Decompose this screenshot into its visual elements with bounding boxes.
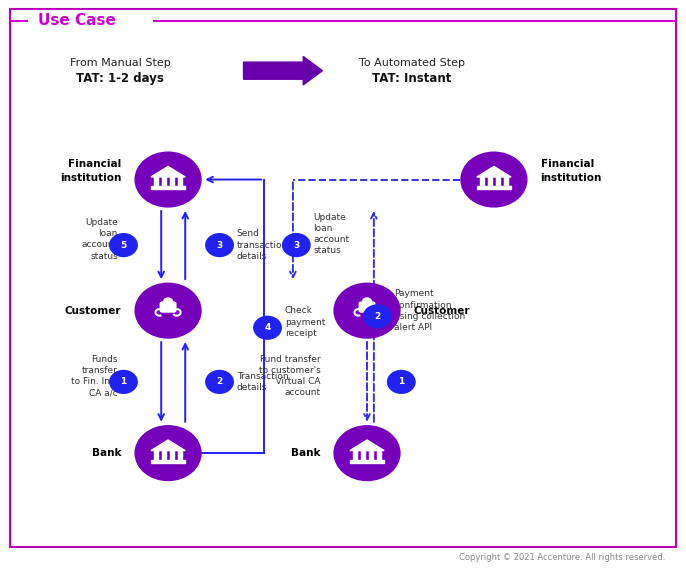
Bar bbox=[178, 177, 182, 186]
Bar bbox=[488, 177, 492, 186]
Text: Bank: Bank bbox=[92, 448, 121, 458]
FancyBboxPatch shape bbox=[359, 302, 375, 312]
Bar bbox=[377, 451, 381, 460]
Bar bbox=[162, 451, 166, 460]
Bar bbox=[480, 177, 484, 186]
Text: 4: 4 bbox=[264, 323, 271, 332]
Text: 1: 1 bbox=[398, 377, 405, 386]
FancyBboxPatch shape bbox=[10, 9, 676, 547]
Circle shape bbox=[135, 426, 201, 481]
Circle shape bbox=[163, 298, 173, 306]
Polygon shape bbox=[151, 440, 185, 451]
Text: Update
loan
account
status: Update loan account status bbox=[314, 213, 350, 255]
Bar bbox=[162, 177, 166, 186]
Circle shape bbox=[254, 316, 281, 339]
Polygon shape bbox=[477, 166, 511, 177]
Text: 5: 5 bbox=[120, 241, 127, 250]
Bar bbox=[154, 451, 158, 460]
Circle shape bbox=[206, 234, 233, 256]
Text: 3: 3 bbox=[216, 241, 223, 250]
Bar bbox=[477, 186, 511, 189]
Bar bbox=[170, 451, 174, 460]
Text: 2: 2 bbox=[374, 312, 381, 321]
Text: Customer: Customer bbox=[414, 306, 470, 316]
Circle shape bbox=[364, 305, 391, 328]
FancyBboxPatch shape bbox=[161, 302, 176, 312]
Text: 3: 3 bbox=[293, 241, 300, 250]
Bar bbox=[151, 186, 185, 189]
Text: Send
transaction
details: Send transaction details bbox=[237, 230, 288, 260]
Text: Funds
transfer
to Fin. Inst
CA a/c: Funds transfer to Fin. Inst CA a/c bbox=[71, 355, 118, 397]
Text: TAT: 1-2 days: TAT: 1-2 days bbox=[76, 72, 164, 84]
Circle shape bbox=[362, 298, 372, 306]
Circle shape bbox=[334, 283, 400, 338]
Text: TAT: Instant: TAT: Instant bbox=[372, 72, 451, 84]
Circle shape bbox=[135, 152, 201, 207]
Bar bbox=[350, 459, 384, 463]
Text: 2: 2 bbox=[216, 377, 223, 386]
Text: Transaction
details: Transaction details bbox=[237, 372, 288, 392]
Bar bbox=[151, 459, 185, 463]
Text: Bank: Bank bbox=[291, 448, 320, 458]
Circle shape bbox=[110, 370, 137, 393]
Circle shape bbox=[388, 370, 415, 393]
Text: Payment
confirmation
using collection
alert API: Payment confirmation using collection al… bbox=[394, 290, 466, 332]
Bar bbox=[178, 451, 182, 460]
Text: Use Case: Use Case bbox=[38, 13, 116, 28]
Bar bbox=[170, 177, 174, 186]
Text: Financial
institution: Financial institution bbox=[541, 160, 602, 182]
Circle shape bbox=[283, 234, 310, 256]
Text: From Manual Step: From Manual Step bbox=[70, 58, 170, 68]
Bar bbox=[353, 451, 357, 460]
Text: Check
payment
receipt: Check payment receipt bbox=[285, 307, 325, 337]
Text: Copyright © 2021 Accenture. All rights reserved.: Copyright © 2021 Accenture. All rights r… bbox=[459, 553, 665, 562]
FancyArrow shape bbox=[244, 56, 322, 85]
Text: Update
loan
account
status: Update loan account status bbox=[82, 218, 118, 260]
Circle shape bbox=[334, 426, 400, 481]
Polygon shape bbox=[151, 166, 185, 177]
Bar bbox=[504, 177, 508, 186]
Text: To Automated Step: To Automated Step bbox=[359, 58, 464, 68]
Text: Fund transfer
to customer's
virtual CA
account: Fund transfer to customer's virtual CA a… bbox=[259, 355, 320, 397]
Text: Financial
institution: Financial institution bbox=[60, 160, 121, 182]
Text: Customer: Customer bbox=[65, 306, 121, 316]
Text: 1: 1 bbox=[120, 377, 127, 386]
Circle shape bbox=[110, 234, 137, 256]
Polygon shape bbox=[350, 440, 384, 451]
Bar bbox=[369, 451, 373, 460]
Circle shape bbox=[135, 283, 201, 338]
Circle shape bbox=[461, 152, 527, 207]
Circle shape bbox=[206, 370, 233, 393]
Bar bbox=[154, 177, 158, 186]
Bar bbox=[361, 451, 365, 460]
Bar bbox=[496, 177, 500, 186]
